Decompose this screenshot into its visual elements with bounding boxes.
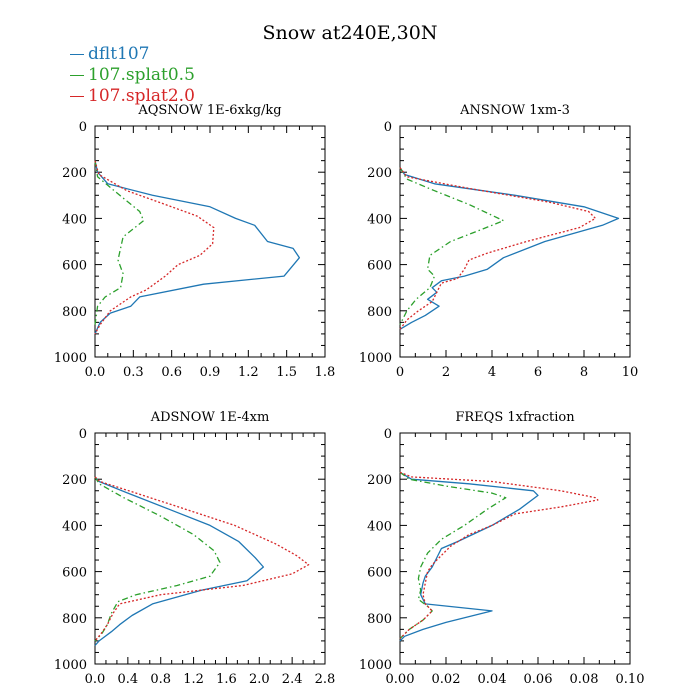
x-tick-label: 10 bbox=[622, 365, 639, 380]
y-tick-label: 0 bbox=[384, 427, 392, 442]
series-line-dflt107 bbox=[94, 160, 301, 335]
series-line-dflt107 bbox=[399, 471, 539, 642]
series-line-107-splat0-5 bbox=[399, 167, 505, 325]
legend-label: 107.splat2.0 bbox=[88, 86, 195, 106]
y-tick-label: 200 bbox=[62, 473, 87, 488]
y-tick-label: 600 bbox=[367, 566, 392, 581]
y-tick-label: 400 bbox=[367, 212, 392, 227]
x-tick-label: 8 bbox=[580, 365, 588, 380]
y-tick-label: 800 bbox=[367, 305, 392, 320]
series-line-107-splat2-0 bbox=[399, 167, 597, 330]
y-tick-label: 600 bbox=[62, 566, 87, 581]
x-tick-label: 1.5 bbox=[276, 365, 297, 380]
series-line-107-splat2-0 bbox=[399, 471, 599, 640]
legend: dflt107 107.splat0.5 107.splat2.0 bbox=[70, 44, 195, 107]
y-tick-label: 1000 bbox=[359, 351, 392, 366]
x-tick-label: 0.8 bbox=[150, 672, 171, 687]
y-tick-label: 400 bbox=[62, 519, 87, 534]
panel-frame bbox=[94, 432, 326, 665]
x-tick-label: 0.02 bbox=[432, 672, 461, 687]
figure-title: Snow at240E,30N bbox=[262, 22, 438, 44]
panel-title: FREQS 1xfraction bbox=[455, 410, 575, 425]
legend-label: 107.splat0.5 bbox=[88, 65, 195, 85]
x-tick-label: 2.8 bbox=[315, 672, 336, 687]
y-tick-label: 800 bbox=[62, 305, 87, 320]
y-tick-label: 600 bbox=[367, 259, 392, 274]
y-tick-label: 0 bbox=[79, 120, 87, 135]
x-tick-label: 0.00 bbox=[386, 672, 415, 687]
x-tick-label: 0.9 bbox=[200, 365, 221, 380]
legend-swatch bbox=[70, 54, 84, 55]
series-line-107-splat0-5 bbox=[94, 160, 145, 325]
x-tick-label: 1.8 bbox=[315, 365, 336, 380]
panel-frame bbox=[399, 125, 631, 358]
series-line-107-splat2-0 bbox=[94, 476, 310, 642]
series-line-dflt107 bbox=[399, 167, 620, 330]
panel-frame bbox=[399, 432, 631, 665]
legend-swatch bbox=[70, 96, 84, 97]
x-tick-label: 2 bbox=[442, 365, 450, 380]
series-line-107-splat0-5 bbox=[399, 471, 507, 640]
x-tick-label: 2.0 bbox=[249, 672, 270, 687]
y-tick-label: 1000 bbox=[54, 658, 87, 673]
x-tick-label: 0.3 bbox=[123, 365, 144, 380]
x-tick-label: 0.0 bbox=[85, 365, 106, 380]
y-tick-label: 200 bbox=[367, 166, 392, 181]
y-tick-label: 0 bbox=[384, 120, 392, 135]
x-tick-label: 0.10 bbox=[616, 672, 645, 687]
x-tick-label: 4 bbox=[488, 365, 496, 380]
y-tick-label: 1000 bbox=[359, 658, 392, 673]
series-line-107-splat2-0 bbox=[94, 160, 215, 335]
legend-swatch bbox=[70, 75, 84, 76]
x-tick-label: 0.0 bbox=[85, 672, 106, 687]
y-tick-label: 200 bbox=[62, 166, 87, 181]
y-tick-label: 1000 bbox=[54, 351, 87, 366]
x-tick-label: 0.4 bbox=[118, 672, 139, 687]
x-tick-label: 0.08 bbox=[570, 672, 599, 687]
y-tick-label: 600 bbox=[62, 259, 87, 274]
y-tick-label: 400 bbox=[367, 519, 392, 534]
series-line-107-splat0-5 bbox=[94, 476, 221, 642]
series-line-dflt107 bbox=[94, 476, 265, 646]
panel-title: AQSNOW 1E-6xkg/kg bbox=[137, 103, 281, 118]
x-tick-label: 0.04 bbox=[478, 672, 507, 687]
legend-label: dflt107 bbox=[88, 44, 150, 64]
legend-item-splat05: 107.splat0.5 bbox=[70, 65, 195, 86]
x-tick-label: 6 bbox=[534, 365, 542, 380]
legend-item-dflt107: dflt107 bbox=[70, 44, 195, 65]
x-tick-label: 1.2 bbox=[238, 365, 259, 380]
x-tick-label: 1.2 bbox=[183, 672, 204, 687]
y-tick-label: 800 bbox=[367, 612, 392, 627]
y-tick-label: 800 bbox=[62, 612, 87, 627]
panel-title: ADSNOW 1E-4xm bbox=[150, 410, 270, 425]
y-tick-label: 0 bbox=[79, 427, 87, 442]
y-tick-label: 400 bbox=[62, 212, 87, 227]
x-tick-label: 2.4 bbox=[282, 672, 303, 687]
panel-frame bbox=[94, 125, 326, 358]
x-tick-label: 0.06 bbox=[524, 672, 553, 687]
x-tick-label: 0.6 bbox=[161, 365, 182, 380]
legend-item-splat20: 107.splat2.0 bbox=[70, 86, 195, 107]
panel-2: ANSNOW 1xm-3 0 200 400 600 800 1000 0 2 4 6 8 10 bbox=[359, 103, 638, 380]
y-tick-label: 200 bbox=[367, 473, 392, 488]
panel-title: ANSNOW 1xm-3 bbox=[459, 103, 570, 118]
x-tick-label: 0 bbox=[396, 365, 404, 380]
x-tick-label: 1.6 bbox=[216, 672, 237, 687]
